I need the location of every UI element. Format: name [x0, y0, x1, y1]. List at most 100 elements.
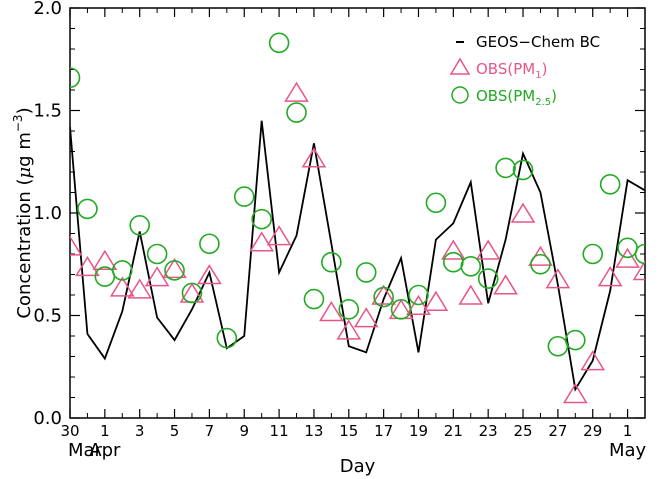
- y-tick-label: 0.5: [33, 306, 62, 327]
- pm25-point: [216, 327, 238, 349]
- legend-item-pm25: OBS(PM2.5): [451, 86, 557, 108]
- x-month-label: May: [609, 440, 647, 461]
- x-tick-label: 23: [479, 422, 498, 440]
- pm25-point: [495, 157, 516, 179]
- y-tick-label: 1.5: [33, 101, 62, 122]
- legend-label-pm25-close: ): [551, 87, 557, 105]
- y-axis-title-exp: −3: [11, 114, 25, 132]
- y-axis-title-close: ): [14, 107, 35, 114]
- pm25-point: [321, 251, 342, 273]
- pm1-point: [458, 284, 484, 305]
- axis-ticks: [69, 7, 645, 419]
- pm25-point: [425, 192, 447, 214]
- y-tick-label: 0.0: [33, 408, 62, 429]
- series-triangle: [70, 81, 645, 404]
- y-axis-tick-labels: 0.0 0.5 1.0 1.5 2.0: [33, 0, 62, 429]
- y-tick-label: 1.0: [33, 203, 62, 224]
- pm25-point: [634, 243, 645, 265]
- pm1-point: [301, 147, 327, 168]
- pm25-point: [338, 299, 360, 320]
- pm25-point: [477, 268, 499, 289]
- x-tick-label: 11: [270, 422, 289, 440]
- x-tick-label: 21: [444, 422, 463, 440]
- pm25-point: [146, 243, 168, 265]
- pm1-point: [336, 319, 362, 340]
- x-tick-label: 9: [239, 422, 249, 440]
- pm25-point: [70, 67, 81, 88]
- pm1-point: [406, 294, 431, 316]
- pm25-point: [129, 215, 150, 236]
- x-tick-label: 13: [304, 422, 323, 440]
- pm25-point: [233, 186, 255, 207]
- legend-label-pm1-close: ): [542, 60, 548, 78]
- pm1-point: [510, 202, 536, 223]
- pm1-point: [266, 225, 292, 246]
- bc-line: [70, 120, 645, 392]
- pm1-point: [475, 239, 501, 260]
- pm25-point: [164, 260, 185, 281]
- x-month-label: Mar: [68, 440, 103, 461]
- y-axis-title: Concentration (μg m−3): [11, 107, 35, 318]
- y-axis-title-mu: μ: [14, 167, 35, 179]
- x-axis-title: Day: [340, 456, 376, 477]
- pm1-point: [162, 257, 187, 279]
- pm25-point: [582, 243, 604, 265]
- pm1-point: [528, 245, 553, 266]
- pm1-point: [92, 249, 118, 270]
- pm25-point: [355, 262, 377, 283]
- pm25-point: [599, 174, 621, 195]
- pm1-point: [423, 290, 449, 311]
- pm25-point: [460, 255, 482, 277]
- pm1-point: [353, 307, 379, 328]
- x-tick-label: 1: [623, 422, 633, 440]
- pm25-point: [199, 233, 220, 255]
- x-tick-label: 1: [100, 422, 110, 440]
- pm25-point: [443, 251, 464, 273]
- series-line: [70, 120, 645, 392]
- y-tick-label: 2.0: [33, 0, 62, 19]
- pm25-point: [547, 335, 569, 357]
- pm1-point: [371, 284, 396, 305]
- x-tick-label: 19: [409, 422, 428, 440]
- legend-label-pm1-text: OBS(PM: [476, 60, 535, 78]
- legend-label-pm25-sub: 2.5: [535, 97, 551, 108]
- x-tick-label: 3: [135, 422, 145, 440]
- pm25-point: [390, 299, 412, 320]
- pm1-point: [75, 255, 100, 277]
- series-circle: [70, 32, 645, 357]
- pm25-point: [286, 102, 307, 123]
- pm25-point: [181, 282, 203, 304]
- legend-item-geos-chem: GEOS−Chem BC: [456, 33, 600, 51]
- legend: GEOS−Chem BC OBS(PM1) OBS(PM2.5): [449, 33, 600, 108]
- x-tick-label: 30: [60, 422, 79, 440]
- pm25-point: [111, 260, 133, 281]
- pm1-point: [284, 81, 309, 102]
- pm25-point: [512, 159, 534, 181]
- pm1-point: [440, 239, 466, 260]
- pm1-point: [70, 235, 83, 256]
- pm1-point: [597, 266, 623, 287]
- pm1-point: [493, 274, 518, 295]
- x-tick-label: 27: [548, 422, 567, 440]
- pm1-point: [249, 231, 275, 252]
- legend-label-pm1-sub: 1: [535, 70, 541, 81]
- pm1-point: [127, 278, 153, 299]
- pm1-point: [562, 383, 588, 404]
- pm1-point: [545, 268, 571, 289]
- legend-circle-swatch: [451, 86, 469, 104]
- pm1-point: [109, 276, 135, 297]
- x-tick-label: 15: [339, 422, 358, 440]
- series-layer: [70, 32, 645, 404]
- pm1-point: [632, 260, 645, 281]
- x-month-label: Apr: [89, 440, 121, 461]
- pm25-point: [251, 208, 272, 230]
- legend-label-pm25: OBS(PM2.5): [476, 87, 557, 108]
- pm1-point: [615, 247, 640, 268]
- x-tick-label: 17: [374, 422, 393, 440]
- pm25-point: [77, 198, 98, 220]
- legend-label-pm1: OBS(PM1): [476, 60, 547, 81]
- pm25-point: [373, 286, 394, 308]
- pm25-point: [565, 329, 586, 351]
